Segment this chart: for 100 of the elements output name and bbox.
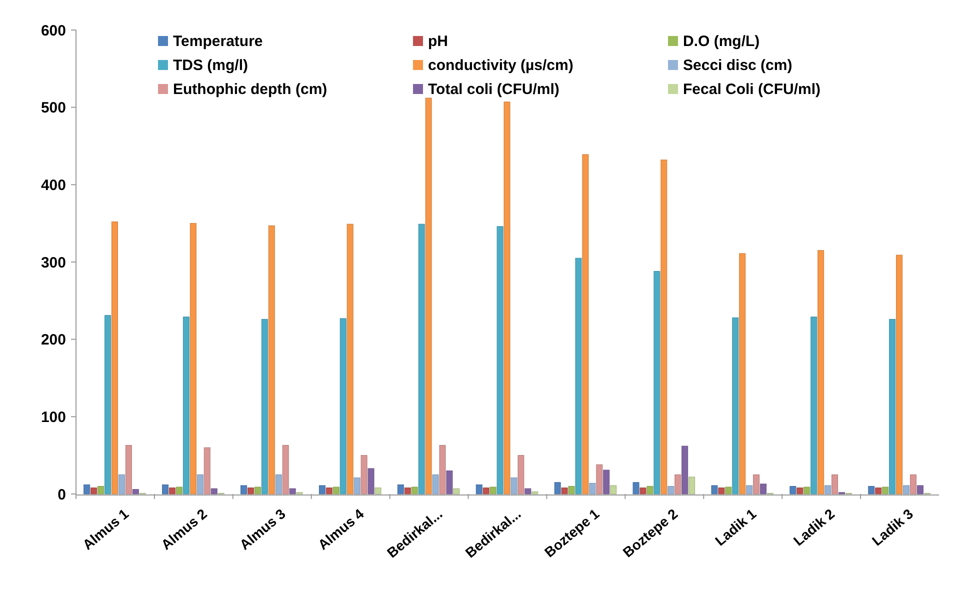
bar xyxy=(532,491,538,494)
bar xyxy=(610,485,617,494)
bar xyxy=(490,486,496,494)
bar xyxy=(346,224,354,494)
bar xyxy=(575,258,582,494)
y-tick-label: 300 xyxy=(40,254,66,272)
bar xyxy=(910,474,916,494)
bar xyxy=(725,486,732,494)
bar xyxy=(453,488,460,494)
bar xyxy=(660,160,668,494)
bar xyxy=(832,474,838,494)
bar xyxy=(682,446,688,494)
bar xyxy=(318,485,326,494)
bar xyxy=(354,478,360,494)
bar xyxy=(190,223,196,494)
bar xyxy=(411,486,418,494)
bar xyxy=(510,478,518,494)
bar xyxy=(432,474,439,494)
bar xyxy=(254,486,261,494)
bar xyxy=(446,470,453,494)
bar xyxy=(524,488,532,494)
bar xyxy=(374,488,382,494)
bar xyxy=(90,488,98,494)
bar xyxy=(162,484,169,494)
bar xyxy=(589,482,596,494)
bar xyxy=(340,318,346,494)
bar xyxy=(425,98,432,494)
bar xyxy=(688,476,696,494)
bar xyxy=(674,474,682,494)
bar xyxy=(518,455,524,494)
bar xyxy=(118,474,125,494)
bar xyxy=(418,224,425,494)
y-tick-label: 400 xyxy=(40,176,66,194)
bar xyxy=(668,486,674,494)
bar xyxy=(332,486,340,494)
bar xyxy=(654,271,660,494)
bar xyxy=(210,488,218,494)
bar xyxy=(368,468,374,494)
y-tick-label: 200 xyxy=(40,332,66,349)
bar xyxy=(104,315,111,494)
legend-label: Euthophic depth (cm) xyxy=(173,81,328,98)
bar xyxy=(711,485,718,494)
bar xyxy=(889,318,896,494)
y-tick-label: 0 xyxy=(58,486,66,504)
bar xyxy=(718,488,725,494)
bar xyxy=(404,488,411,494)
bar xyxy=(790,486,796,494)
bar xyxy=(632,482,640,494)
legend-label: pH xyxy=(428,33,448,50)
bar xyxy=(84,484,90,494)
bar xyxy=(326,488,332,494)
bar xyxy=(732,317,739,494)
bar xyxy=(753,474,760,494)
bar xyxy=(603,470,610,494)
y-tick-label: 100 xyxy=(40,408,66,426)
bar xyxy=(476,484,482,494)
bar xyxy=(810,316,818,494)
bar xyxy=(596,464,603,494)
bar xyxy=(439,445,446,494)
bar xyxy=(169,488,176,494)
bar xyxy=(882,486,889,494)
bar xyxy=(247,488,254,494)
legend-label: Fecal Coli (CFU/ml) xyxy=(683,81,821,98)
bar xyxy=(289,488,296,494)
bar xyxy=(568,486,575,494)
legend-label: D.O (mg/L) xyxy=(683,33,760,50)
bar xyxy=(268,225,275,494)
bar xyxy=(98,486,104,494)
bar xyxy=(275,474,282,494)
legend-label: TDS (mg/l) xyxy=(173,57,248,74)
bar xyxy=(916,485,924,494)
bar xyxy=(796,488,804,494)
bar xyxy=(496,226,504,494)
legend-label: Temperature xyxy=(173,33,263,50)
bar xyxy=(746,485,753,494)
bar xyxy=(875,488,882,494)
bar xyxy=(182,316,190,494)
bar xyxy=(196,474,204,494)
bar xyxy=(640,488,646,494)
bar xyxy=(739,253,746,494)
bar xyxy=(240,485,247,494)
bar xyxy=(482,488,490,494)
y-tick-label: 500 xyxy=(40,100,66,117)
bar xyxy=(760,484,767,494)
bar xyxy=(582,154,589,494)
legend-label: Total coli (CFU/ml) xyxy=(428,81,560,98)
bar xyxy=(868,486,875,494)
bar xyxy=(282,445,289,494)
bar xyxy=(804,486,810,494)
legend-label: conductivity (µs/cm) xyxy=(428,57,574,74)
bar xyxy=(554,482,561,494)
bar xyxy=(818,250,824,494)
bar xyxy=(646,486,654,494)
bar xyxy=(504,102,510,494)
bar xyxy=(360,455,368,494)
bar xyxy=(896,254,903,494)
bar xyxy=(125,445,132,494)
bar xyxy=(261,318,268,494)
bar xyxy=(903,485,910,494)
bar xyxy=(397,484,404,494)
